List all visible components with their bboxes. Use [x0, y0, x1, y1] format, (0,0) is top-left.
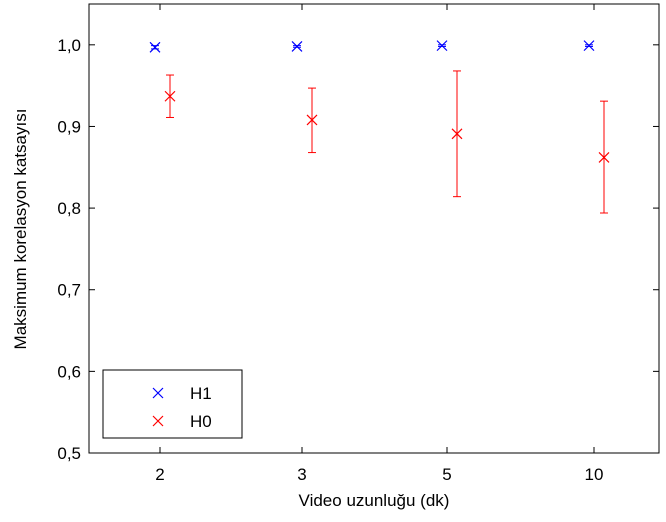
y-tick-label: 0,9 [57, 117, 81, 136]
x-axis: 2 3 5 10 [155, 4, 603, 484]
data-point [149, 41, 161, 53]
data-point [164, 90, 176, 102]
y-tick-label: 0,6 [57, 362, 81, 381]
data-point [436, 40, 448, 52]
x-axis-label: Video uzunluğu (dk) [299, 491, 450, 510]
legend-marker [152, 415, 164, 427]
data-point [598, 152, 610, 163]
x-tick-label: 2 [155, 465, 164, 484]
legend-marker [152, 387, 164, 399]
data-point [306, 114, 318, 126]
x-tick-label: 10 [585, 465, 604, 484]
y-tick-label: 0,5 [57, 444, 81, 463]
x-tick-label: 3 [297, 465, 306, 484]
data-point [583, 40, 595, 52]
y-axis: 0,5 0,6 0,7 0,8 0,9 1,0 [57, 36, 659, 463]
y-tick-label: 0,7 [57, 281, 81, 300]
x-tick-label: 5 [442, 465, 451, 484]
series-h1 [149, 40, 595, 53]
legend-label: H0 [190, 412, 212, 431]
legend-label: H1 [190, 384, 212, 403]
legend-box [102, 369, 243, 439]
series-h0 [164, 70, 610, 214]
y-tick-label: 1,0 [57, 36, 81, 55]
y-axis-label: Maksimum korelasyon katsayısı [11, 109, 30, 350]
series-layer [149, 40, 610, 214]
data-point [291, 41, 303, 52]
y-tick-label: 0,8 [57, 199, 81, 218]
data-point [451, 128, 463, 140]
